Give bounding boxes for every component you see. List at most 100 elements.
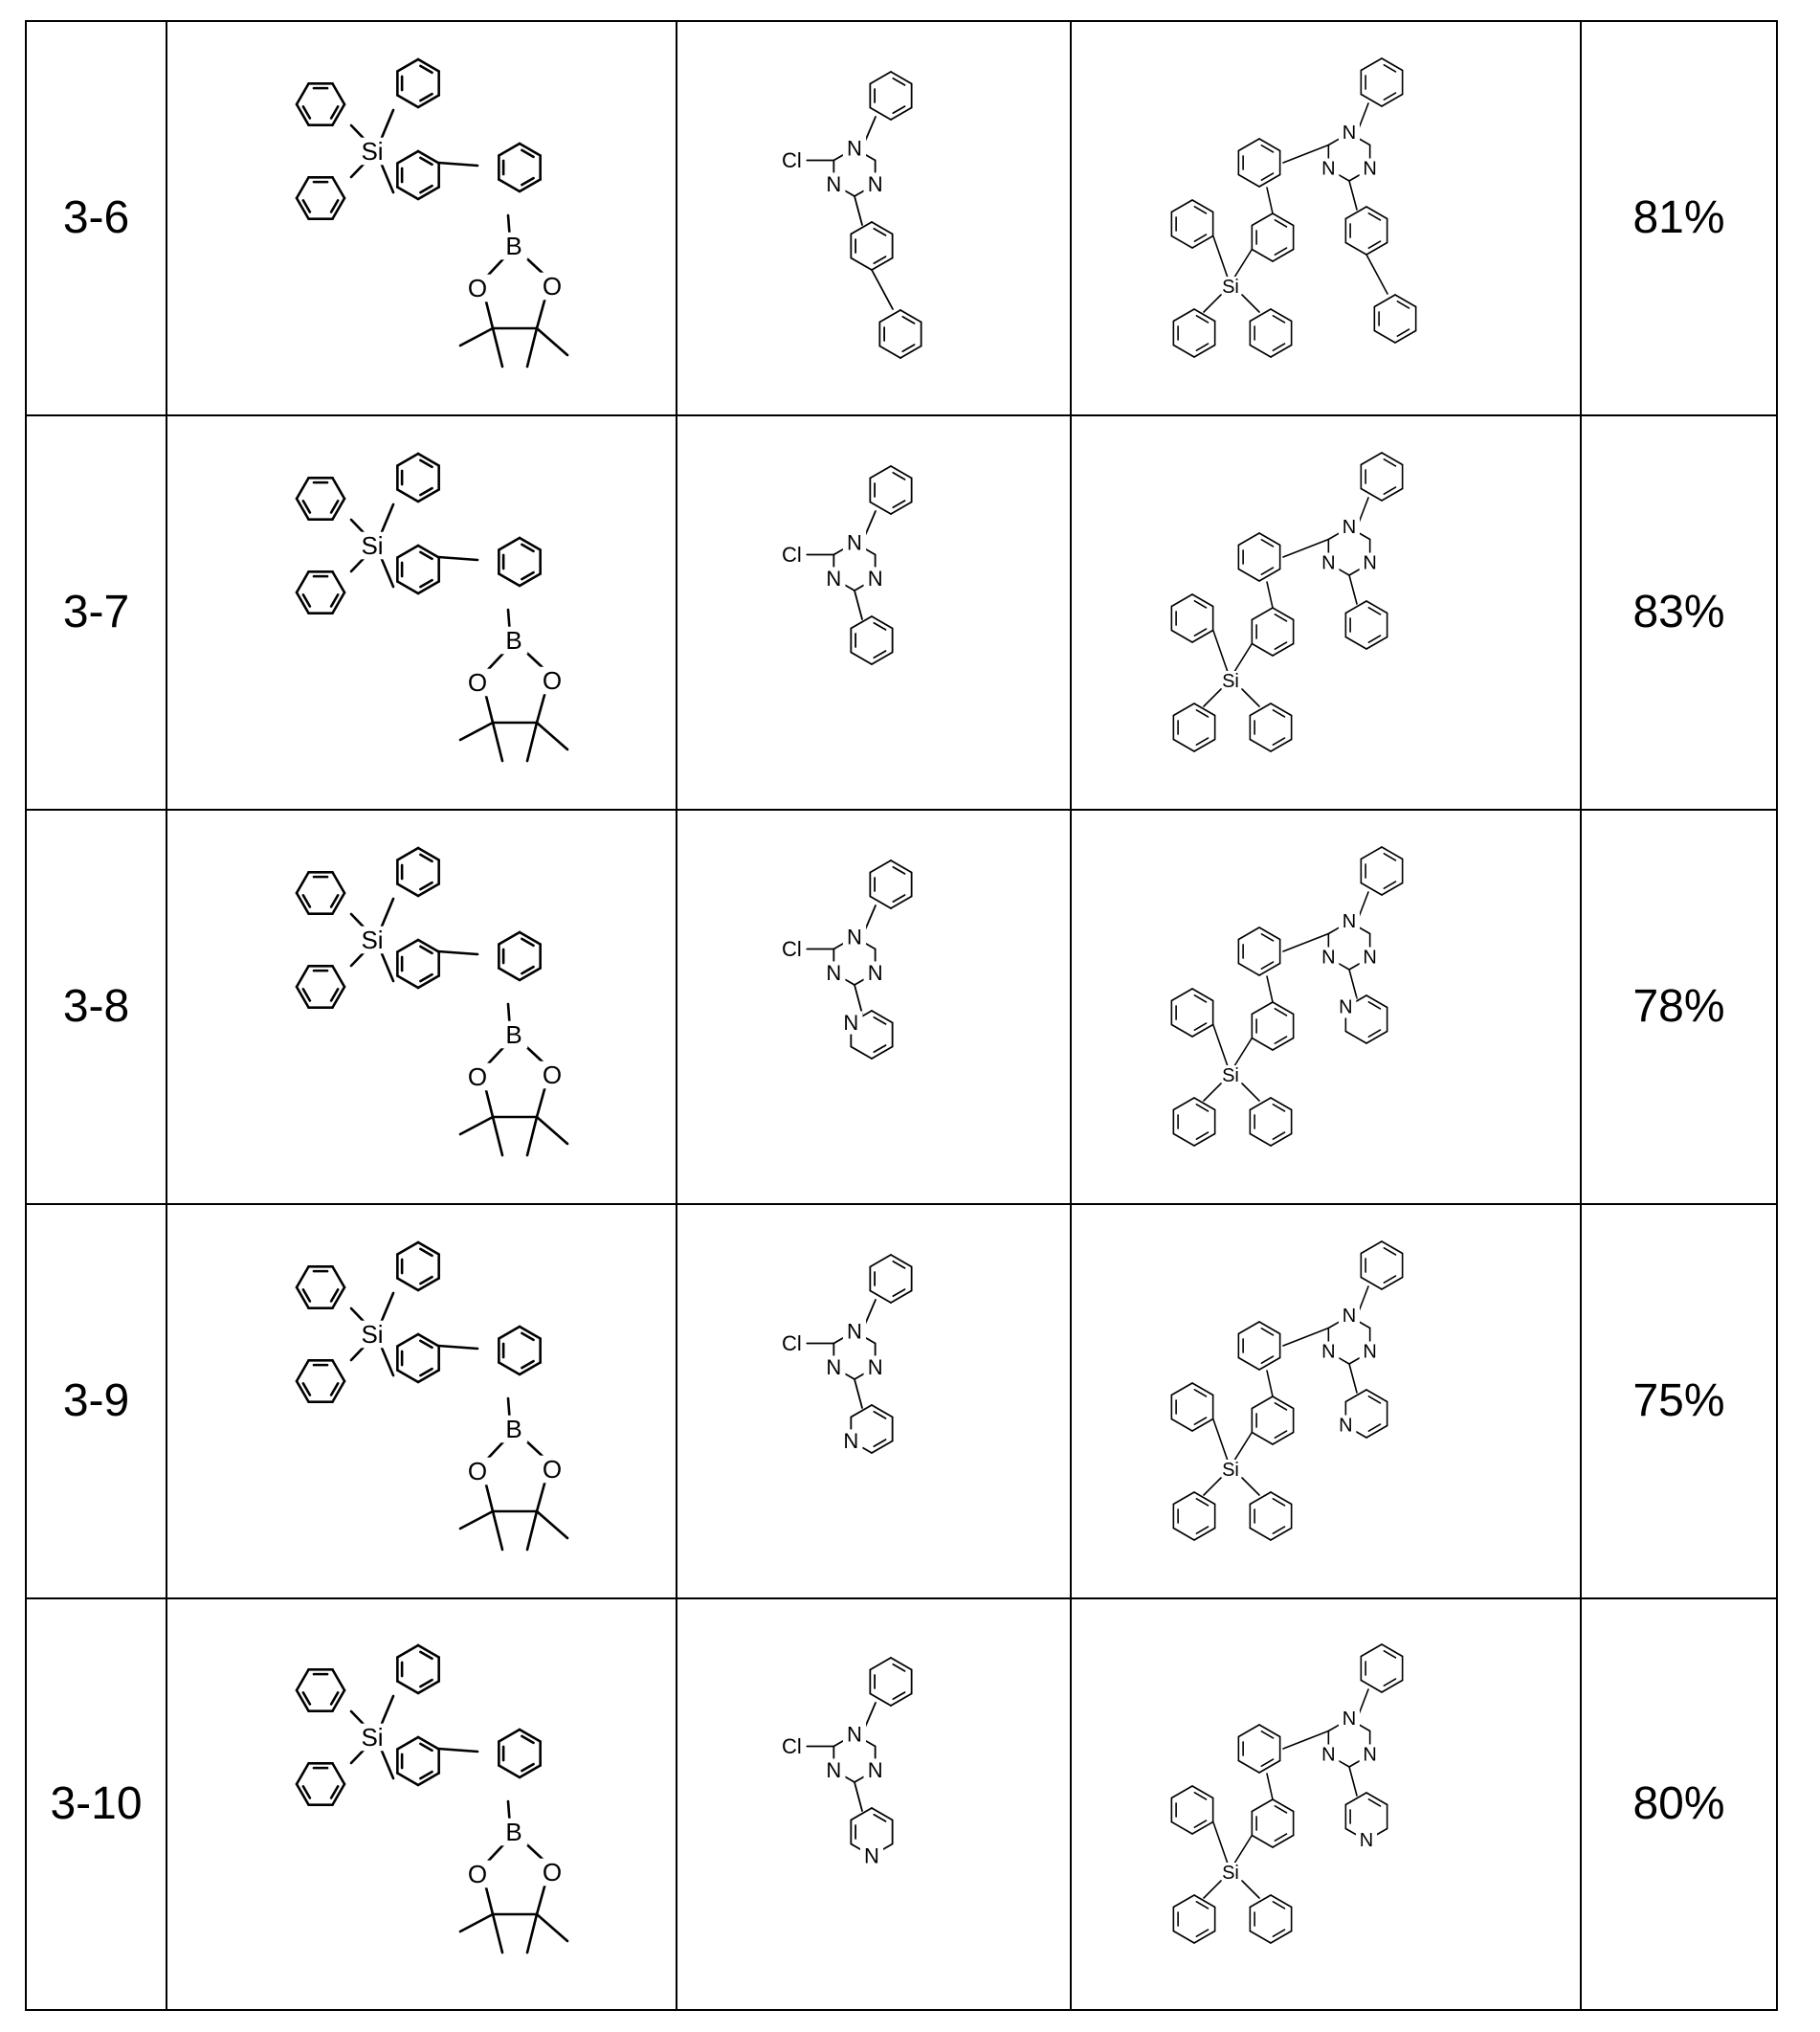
si-label-bg — [1219, 1064, 1241, 1086]
ring-bond — [295, 477, 310, 501]
ring-bond — [869, 501, 892, 515]
ring-bond — [850, 1045, 873, 1060]
ring-double-bond — [1367, 1423, 1381, 1432]
ring-double-bond — [329, 1287, 339, 1303]
ring-double-bond — [301, 1691, 311, 1706]
silole-benzo-ring-outer — [1170, 988, 1213, 1038]
ring-bond — [295, 1667, 310, 1692]
ring-double-bond — [520, 1734, 535, 1745]
ring-bond — [416, 1332, 440, 1348]
table-row: 3-7 Si B O O N N N Cl N N N Si 83% — [25, 413, 1778, 811]
ring-double-bond — [520, 1331, 535, 1342]
triazine-n-label-bg — [1317, 158, 1339, 180]
ring-double-bond — [873, 1439, 887, 1447]
phenyl-ring-top — [869, 71, 913, 121]
ring-bond — [395, 1332, 419, 1348]
ring-bond — [1237, 138, 1260, 152]
si-phenyl-ring — [1249, 1491, 1292, 1541]
ring-double-bond — [1193, 1792, 1207, 1800]
ring-double-bond — [892, 1260, 906, 1269]
ring-double-bond — [1367, 607, 1381, 615]
ring-bond — [1251, 248, 1274, 262]
ring-double-bond — [418, 550, 433, 561]
yield-cell: 78% — [1580, 808, 1778, 1205]
ring-bond — [295, 570, 310, 594]
si-ph-bond — [1202, 1880, 1222, 1899]
aryl-bond — [1281, 144, 1329, 164]
si-label: Si — [1222, 1065, 1239, 1086]
ring-bond — [330, 1688, 345, 1712]
methyl-bond — [491, 1912, 503, 1954]
phenyl-ring-top — [1360, 57, 1403, 107]
compound-id-cell-text: 3-10 — [50, 1778, 143, 1830]
ring-bond — [850, 1807, 873, 1821]
ring-double-bond — [1383, 458, 1396, 467]
methyl-bond — [458, 1912, 494, 1933]
reactant-b-cell: N N N Cl — [676, 413, 1072, 811]
ring-bond — [1257, 1356, 1280, 1371]
ring-bond — [416, 1735, 440, 1751]
ring-double-bond — [418, 1678, 433, 1688]
triazine-n-label-bg — [822, 961, 846, 985]
si-label: Si — [1222, 277, 1239, 298]
ring-bond — [1380, 1276, 1403, 1290]
ring-bond — [395, 580, 419, 595]
si-ph-bond — [1202, 1083, 1222, 1102]
ring-bond — [1192, 1930, 1215, 1944]
ring-bond — [1365, 600, 1387, 614]
ring-double-bond — [892, 894, 906, 903]
product-cell: N N N Si — [1070, 413, 1582, 811]
ring-bond — [1237, 927, 1260, 941]
ring-bond — [330, 1761, 345, 1786]
si-label-bg — [1219, 670, 1241, 692]
ring-double-bond — [1193, 206, 1207, 214]
ring-bond — [1271, 212, 1294, 227]
ring-bond — [869, 1289, 892, 1304]
ring-bond — [1373, 294, 1396, 308]
ring-bond — [869, 1253, 892, 1268]
triazine-n-label-bg — [842, 925, 867, 949]
ring-bond — [850, 651, 873, 665]
triazine-n-label: N — [1342, 123, 1355, 144]
ring-bond — [1344, 241, 1367, 256]
product-cell: N N N Si N — [1070, 1597, 1582, 2012]
biaryl-bond — [436, 555, 478, 562]
ring-bond — [395, 1277, 419, 1292]
aryl-bond — [1347, 180, 1358, 211]
ring-bond — [1380, 452, 1403, 466]
ring-double-bond — [329, 1381, 339, 1396]
ring-bond — [518, 1764, 542, 1779]
phenyl-ring — [1344, 206, 1387, 256]
aryl-bond — [1281, 1730, 1329, 1750]
ring-bond — [878, 345, 901, 359]
phenyl-ring-top — [869, 1657, 913, 1707]
ring-double-bond — [1396, 328, 1409, 337]
ring-double-bond — [1195, 1526, 1209, 1534]
ring-bond — [1269, 703, 1292, 717]
ring-bond — [395, 94, 419, 109]
ring-double-bond — [301, 1785, 311, 1799]
ring-double-bond — [1274, 247, 1287, 256]
phenyl-ring-top — [1360, 452, 1403, 502]
ring-bond — [1380, 1643, 1403, 1658]
oxygen-label-bg — [463, 1062, 491, 1091]
ring-bond — [890, 71, 913, 85]
ring-double-bond — [418, 64, 433, 75]
ring-bond — [1380, 846, 1403, 860]
triazine-n-label-bg — [863, 172, 887, 196]
boron-label-bg — [499, 232, 527, 260]
ring-bond — [518, 1325, 542, 1340]
ring-bond — [395, 186, 419, 201]
ring-bond — [518, 536, 542, 551]
ring-bond — [1249, 738, 1272, 752]
ring-bond — [497, 1361, 521, 1376]
ring-bond — [295, 1761, 310, 1786]
ring-bond — [1344, 1389, 1367, 1403]
ring-bond — [1344, 1030, 1367, 1044]
triazine-n-label: N — [1321, 947, 1335, 968]
ring-bond — [1271, 1798, 1294, 1813]
ring-double-bond — [301, 1381, 311, 1396]
phenyl-ring-top — [1360, 1240, 1403, 1290]
compound-id-cell: 3-8 — [25, 808, 167, 1205]
triazine-n-label: N — [1321, 1744, 1335, 1765]
